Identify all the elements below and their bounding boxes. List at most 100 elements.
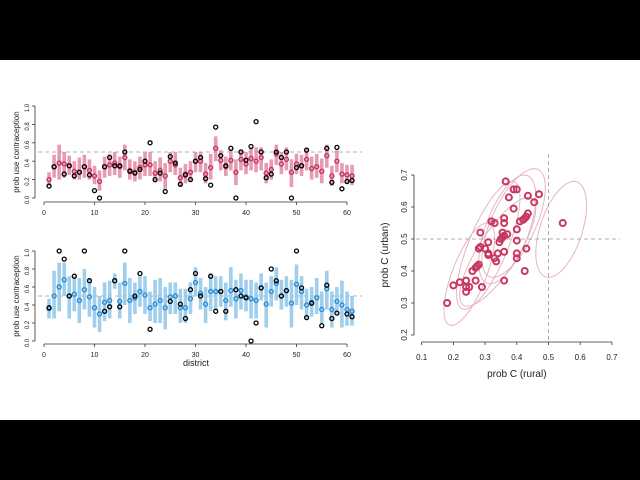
- data-point: [484, 238, 493, 247]
- predicted-point: [268, 288, 274, 295]
- x-tick-label: 0.1: [416, 353, 428, 362]
- observed-point: [91, 187, 98, 194]
- observed-point: [101, 308, 108, 314]
- data-point: [534, 190, 543, 199]
- x-tick-label: 20: [141, 352, 149, 359]
- observed-point: [132, 170, 138, 176]
- y-tick-label: 0.3: [400, 297, 409, 309]
- y-tick-label: 0.4: [25, 302, 31, 311]
- observed-point: [278, 154, 285, 161]
- data-point: [465, 283, 474, 291]
- observed-point: [334, 310, 340, 316]
- observed-point: [96, 195, 103, 201]
- observed-point: [66, 163, 72, 169]
- predicted-point: [96, 178, 103, 185]
- observed-point: [324, 145, 330, 151]
- data-point: [500, 214, 509, 223]
- observed-point: [228, 145, 234, 151]
- observed-point: [233, 195, 239, 201]
- observed-point: [283, 149, 290, 155]
- predicted-point: [101, 299, 108, 305]
- predicted-point: [212, 145, 219, 152]
- data-point: [509, 204, 518, 213]
- predicted-point: [253, 158, 259, 164]
- observed-point: [223, 308, 229, 314]
- x-tick-label: 10: [91, 352, 99, 359]
- predicted-point: [106, 297, 113, 304]
- observed-point: [187, 176, 194, 183]
- predicted-point: [96, 311, 103, 317]
- observed-point: [324, 282, 330, 288]
- data-point: [512, 185, 521, 194]
- data-point: [504, 193, 513, 202]
- data-point: [490, 219, 499, 227]
- observed-point: [46, 305, 52, 311]
- data-point: [512, 254, 521, 263]
- predicted-point: [91, 173, 98, 179]
- observed-point: [147, 140, 153, 146]
- predicted-point: [258, 154, 264, 161]
- predicted-point: [248, 296, 254, 302]
- x-tick-label: 50: [293, 210, 301, 217]
- observed-point: [349, 177, 355, 184]
- predicted-point: [147, 305, 153, 311]
- x-tick-label: 50: [293, 352, 301, 359]
- observed-point: [127, 168, 133, 174]
- data-point: [523, 191, 532, 200]
- observed-point: [187, 287, 194, 293]
- observed-point: [71, 273, 77, 279]
- predicted-point: [303, 156, 310, 163]
- observed-point: [253, 320, 259, 326]
- observed-point: [258, 149, 264, 155]
- predicted-point: [46, 176, 52, 183]
- data-point: [501, 177, 510, 186]
- observed-point: [192, 270, 199, 277]
- observed-point: [56, 248, 62, 254]
- observed-point: [162, 188, 168, 195]
- data-point: [481, 244, 490, 253]
- data-point: [471, 276, 480, 285]
- predicted-point: [314, 164, 320, 170]
- observed-point: [243, 295, 249, 301]
- predicted-point: [238, 287, 244, 294]
- observed-point: [137, 166, 143, 173]
- observed-point: [303, 147, 310, 153]
- data-point: [492, 257, 501, 266]
- predicted-point: [288, 300, 295, 306]
- predicted-point: [177, 175, 184, 181]
- x-tick-label: 40: [242, 210, 250, 217]
- data-point: [558, 219, 567, 227]
- observed-point: [117, 163, 123, 169]
- x-tick-label: 20: [141, 210, 149, 217]
- observed-point: [197, 154, 204, 161]
- data-point: [462, 283, 471, 291]
- observed-point: [81, 248, 88, 254]
- y-tick-label: 0.0: [25, 195, 31, 204]
- predicted-point: [334, 298, 340, 305]
- predicted-point: [273, 280, 279, 287]
- y-tick-label: 0.6: [25, 284, 31, 293]
- y-axis-label: prob use contraception: [12, 111, 21, 192]
- predicted-point: [122, 280, 128, 287]
- predicted-point: [142, 292, 148, 298]
- predicted-point: [339, 302, 345, 308]
- data-point: [500, 276, 509, 285]
- y-tick-label: 0.5: [400, 233, 409, 245]
- data-point: [512, 249, 521, 258]
- predicted-point: [137, 288, 143, 295]
- x-tick-label: 0.5: [543, 353, 555, 362]
- confidence-ellipse: [459, 197, 537, 307]
- x-tick-label: 0: [42, 210, 46, 217]
- observed-point: [273, 278, 279, 284]
- confidence-ellipse: [443, 222, 496, 326]
- predicted-point: [71, 291, 78, 297]
- predicted-point: [278, 161, 285, 167]
- y-tick-label: 0.2: [25, 320, 31, 329]
- observed-point: [182, 172, 189, 178]
- data-point: [476, 228, 485, 237]
- predicted-point: [86, 294, 93, 300]
- predicted-point: [192, 279, 199, 286]
- y-tick-label: 0.6: [25, 140, 31, 149]
- confidence-ellipse: [535, 180, 588, 278]
